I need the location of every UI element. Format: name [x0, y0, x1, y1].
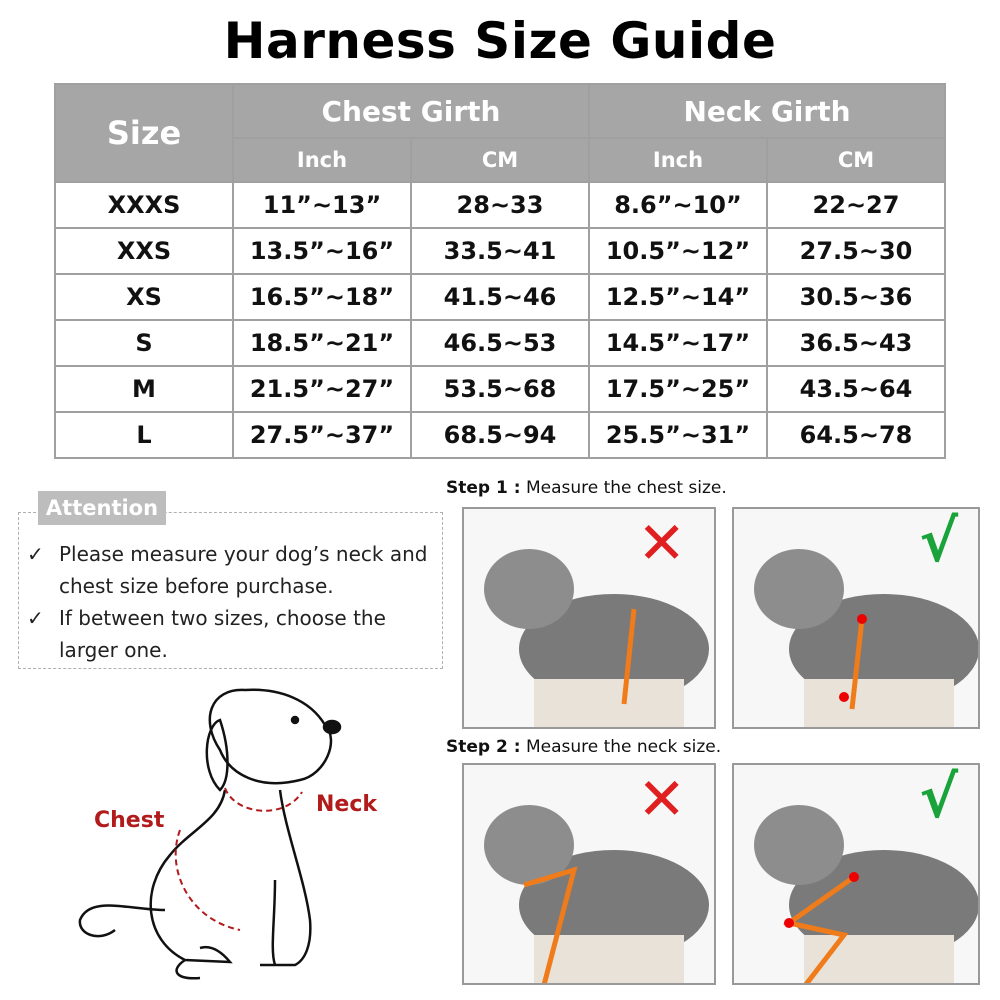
table-row: XXS 13.5”~16” 33.5~41 10.5”~12” 27.5~30: [54, 227, 946, 275]
measurement-cell: 25.5”~31”: [588, 411, 768, 459]
measurement-cell: 64.5~78: [766, 411, 946, 459]
step-text: Measure the chest size.: [525, 478, 727, 498]
wrong-mark-icon: ✕: [637, 765, 686, 833]
unit-header: Inch: [232, 137, 412, 183]
table-row: XS 16.5”~18” 41.5~46 12.5”~14” 30.5~36: [54, 273, 946, 321]
measurement-cell: 11”~13”: [232, 181, 412, 229]
measurement-cell: 30.5~36: [766, 273, 946, 321]
table-row: M 21.5”~27” 53.5~68 17.5”~25” 43.5~64: [54, 365, 946, 413]
chest-girth-header: Chest Girth: [232, 83, 590, 139]
size-header: Size: [54, 83, 234, 183]
measurement-cell: 22~27: [766, 181, 946, 229]
step-text: Measure the neck size.: [525, 737, 722, 757]
dog-photo: [484, 805, 709, 983]
table-row: L 27.5”~37” 68.5~94 25.5”~31” 64.5~78: [54, 411, 946, 459]
measurement-cell: 17.5”~25”: [588, 365, 768, 413]
right-mark-icon: √: [919, 763, 958, 831]
measurement-cell: 12.5”~14”: [588, 273, 768, 321]
measurement-cell: 8.6”~10”: [588, 181, 768, 229]
unit-header: CM: [766, 137, 946, 183]
measurement-cell: 46.5~53: [410, 319, 590, 367]
step-2-caption: Step 2 : Measure the neck size.: [446, 737, 721, 757]
attention-text: Please measure your dog’s neck and chest…: [59, 542, 428, 598]
measurement-cell: 36.5~43: [766, 319, 946, 367]
right-mark-icon: √: [919, 507, 958, 575]
attention-box: ✓ Please measure your dog’s neck and ches…: [18, 512, 443, 669]
check-icon: ✓: [27, 542, 44, 566]
measurement-cell: 43.5~64: [766, 365, 946, 413]
photo-neck-wrong: ✕: [462, 763, 716, 985]
measurement-cell: 16.5”~18”: [232, 273, 412, 321]
neck-label: Neck: [316, 792, 378, 817]
photo-chest-wrong: ✕: [462, 507, 716, 729]
dog-photo: [484, 549, 709, 727]
size-cell: XS: [54, 273, 234, 321]
step-label: Step 2 :: [446, 737, 521, 757]
chest-label: Chest: [94, 808, 165, 833]
measurement-cell: 13.5”~16”: [232, 227, 412, 275]
attention-label: Attention: [38, 491, 166, 525]
measurement-cell: 27.5”~37”: [232, 411, 412, 459]
unit-header: CM: [410, 137, 590, 183]
wrong-mark-icon: ✕: [637, 509, 686, 577]
dog-outline-illustration: [78, 688, 342, 980]
size-cell: L: [54, 411, 234, 459]
attention-text: If between two sizes, choose the larger …: [59, 606, 386, 662]
measurement-cell: 18.5”~21”: [232, 319, 412, 367]
attention-item: ✓ If between two sizes, choose the larger…: [27, 602, 437, 666]
size-cell: XXXS: [54, 181, 234, 229]
measurement-cell: 68.5~94: [410, 411, 590, 459]
measurement-cell: 53.5~68: [410, 365, 590, 413]
size-table: Size Chest Girth Neck Girth Inch CM Inch…: [54, 83, 946, 459]
check-icon: ✓: [27, 606, 44, 630]
measurement-cell: 21.5”~27”: [232, 365, 412, 413]
neck-girth-header: Neck Girth: [588, 83, 946, 139]
page-title: Harness Size Guide: [223, 12, 777, 70]
photo-neck-right: √: [732, 763, 980, 985]
measurement-cell: 33.5~41: [410, 227, 590, 275]
unit-header: Inch: [588, 137, 768, 183]
measurement-cell: 27.5~30: [766, 227, 946, 275]
table-row: XXXS 11”~13” 28~33 8.6”~10” 22~27: [54, 181, 946, 229]
measurement-cell: 10.5”~12”: [588, 227, 768, 275]
measurement-cell: 14.5”~17”: [588, 319, 768, 367]
size-cell: M: [54, 365, 234, 413]
photo-chest-right: √: [732, 507, 980, 729]
dog-photo: [754, 549, 978, 727]
measurement-cell: 41.5~46: [410, 273, 590, 321]
measurement-cell: 28~33: [410, 181, 590, 229]
step-1-caption: Step 1 : Measure the chest size.: [446, 478, 727, 498]
size-cell: S: [54, 319, 234, 367]
size-cell: XXS: [54, 227, 234, 275]
table-row: S 18.5”~21” 46.5~53 14.5”~17” 36.5~43: [54, 319, 946, 367]
dog-photo: [754, 805, 978, 983]
step-label: Step 1 :: [446, 478, 521, 498]
attention-item: ✓ Please measure your dog’s neck and ches…: [27, 538, 437, 602]
